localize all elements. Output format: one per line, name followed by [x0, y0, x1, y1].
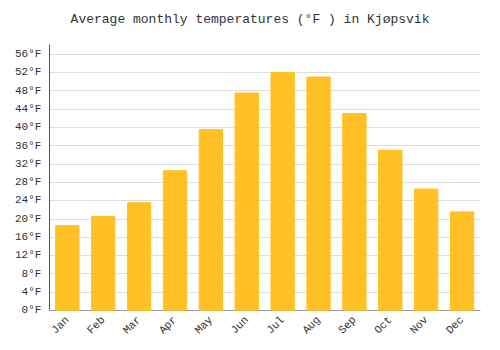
svg-text:12°F: 12°F — [15, 249, 41, 261]
svg-text:28°F: 28°F — [15, 176, 41, 188]
svg-text:Oct: Oct — [372, 314, 394, 336]
svg-text:Mar: Mar — [121, 314, 143, 336]
svg-text:Jan: Jan — [49, 314, 71, 336]
svg-text:16°F: 16°F — [15, 231, 41, 243]
svg-text:36°F: 36°F — [15, 140, 41, 152]
svg-text:Jul: Jul — [264, 314, 286, 336]
svg-text:40°F: 40°F — [15, 121, 41, 133]
svg-text:4°F: 4°F — [22, 286, 42, 298]
svg-text:Feb: Feb — [85, 314, 107, 336]
svg-text:56°F: 56°F — [15, 48, 41, 60]
svg-text:32°F: 32°F — [15, 158, 41, 170]
svg-text:52°F: 52°F — [15, 66, 41, 78]
svg-text:Aug: Aug — [300, 314, 322, 336]
svg-text:May: May — [193, 314, 216, 337]
svg-text:44°F: 44°F — [15, 103, 41, 115]
svg-text:0°F: 0°F — [22, 304, 42, 316]
svg-text:Average monthly temperatures (: Average monthly temperatures (°F ) in Kj… — [71, 12, 430, 27]
svg-text:24°F: 24°F — [15, 194, 41, 206]
svg-text:Dec: Dec — [444, 314, 466, 336]
svg-text:8°F: 8°F — [22, 268, 42, 280]
svg-text:48°F: 48°F — [15, 85, 41, 97]
svg-text:Sep: Sep — [336, 314, 358, 336]
svg-text:Nov: Nov — [408, 314, 431, 337]
svg-text:Jun: Jun — [229, 314, 251, 336]
svg-text:20°F: 20°F — [15, 213, 41, 225]
svg-text:Apr: Apr — [157, 314, 179, 336]
